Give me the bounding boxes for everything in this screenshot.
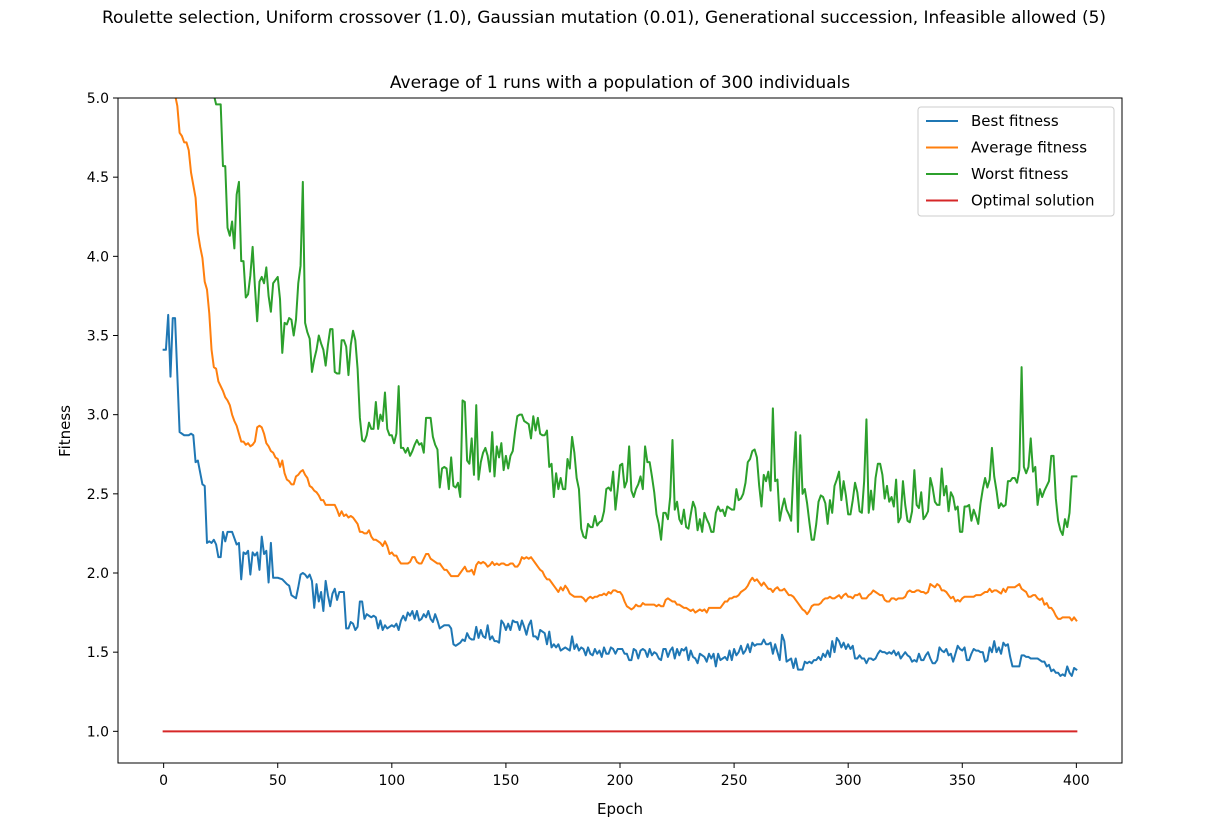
x-tick-label: 200 xyxy=(607,773,634,789)
x-tick-label: 50 xyxy=(269,773,287,789)
figure-suptitle: Roulette selection, Uniform crossover (1… xyxy=(101,8,1107,28)
x-tick-label: 250 xyxy=(721,773,748,789)
y-tick-label: 4.5 xyxy=(87,170,109,186)
y-tick-label: 4.0 xyxy=(87,249,109,265)
legend-label: Worst fitness xyxy=(971,165,1069,183)
legend: Best fitness Average fitness Worst fitness… xyxy=(917,106,1115,217)
y-axis-label: Fitness xyxy=(56,405,74,457)
legend-box xyxy=(917,106,1115,217)
x-tick-label: 150 xyxy=(493,773,520,789)
x-tick-label: 100 xyxy=(378,773,405,789)
y-tick-label: 5.0 xyxy=(87,91,109,107)
legend-label: Average fitness xyxy=(971,139,1087,157)
y-tick-label: 2.5 xyxy=(87,487,109,503)
y-tick-label: 1.5 xyxy=(87,645,109,661)
chart-title: Average of 1 runs with a population of 3… xyxy=(390,73,850,93)
y-tick-label: 1.0 xyxy=(87,724,109,740)
x-tick-label: 350 xyxy=(949,773,976,789)
legend-label: Best fitness xyxy=(971,112,1059,130)
series-line-average-fitness xyxy=(174,98,1078,622)
x-tick-label: 400 xyxy=(1063,773,1090,789)
y-tick-label: 2.0 xyxy=(87,566,109,582)
x-tick-label: 0 xyxy=(159,773,168,789)
series-line-worst-fitness xyxy=(213,98,1078,541)
series-layer xyxy=(162,98,1078,733)
x-axis: 0 50 100 150 200 250 300 350 400 xyxy=(159,763,1090,789)
x-axis-label: Epoch xyxy=(597,800,643,818)
y-tick-label: 3.0 xyxy=(87,408,109,424)
legend-label: Optimal solution xyxy=(971,192,1095,210)
y-tick-label: 3.5 xyxy=(87,329,109,345)
x-tick-label: 300 xyxy=(835,773,862,789)
y-axis: 1.0 1.5 2.0 2.5 3.0 3.5 4.0 4.5 5.0 xyxy=(87,91,118,740)
series-line-best-fitness xyxy=(162,313,1078,677)
